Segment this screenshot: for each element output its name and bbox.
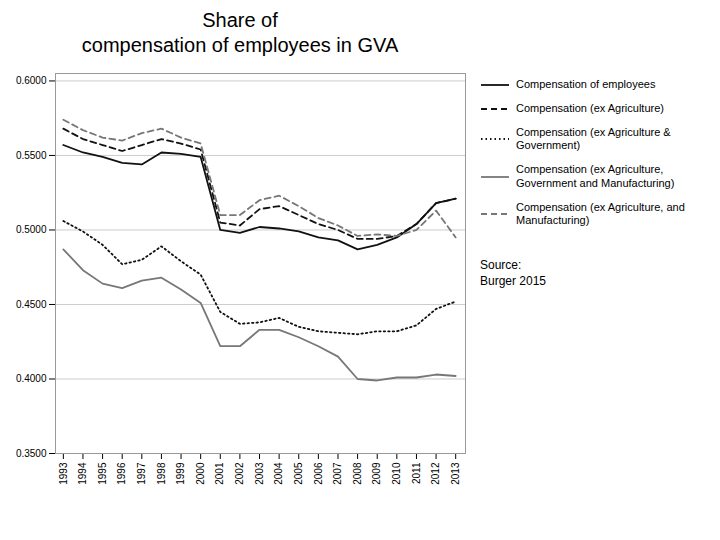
svg-text:0.5500: 0.5500 xyxy=(16,150,47,161)
svg-text:2005: 2005 xyxy=(293,462,304,485)
svg-text:2000: 2000 xyxy=(195,462,206,485)
svg-text:0.5000: 0.5000 xyxy=(16,224,47,235)
html-text:Compensation (ex Agriculture &: Compensation (ex Agriculture & Governmen… xyxy=(516,125,671,152)
svg-text:0.6000: 0.6000 xyxy=(16,75,47,86)
svg-text:1998: 1998 xyxy=(156,462,167,485)
svg-text:2002: 2002 xyxy=(234,462,245,485)
svg-text:2003: 2003 xyxy=(254,462,265,485)
svg-text:0.4500: 0.4500 xyxy=(16,299,47,310)
html-text:Source: Burger 2015: Source: Burger 2015 xyxy=(480,258,546,288)
svg-text:1996: 1996 xyxy=(116,462,127,485)
svg-text:2011: 2011 xyxy=(411,462,422,484)
svg-text:2010: 2010 xyxy=(391,462,402,485)
svg-text:2008: 2008 xyxy=(352,462,363,485)
svg-text:2012: 2012 xyxy=(430,462,441,485)
html-text:Share of compensation of emplo: Share of compensation of employees in GV… xyxy=(81,9,399,56)
svg-text:2001: 2001 xyxy=(214,462,225,485)
html-text:Compensation (ex Agriculture,: Compensation (ex Agriculture, Government… xyxy=(516,163,675,189)
html-text:Compensation (ex Agriculture,: Compensation (ex Agriculture, and Manufa… xyxy=(516,200,685,227)
svg-text:1993: 1993 xyxy=(58,462,69,485)
html-text:Compensation (ex Agriculture): Compensation (ex Agriculture) xyxy=(516,101,664,114)
svg-text:1999: 1999 xyxy=(175,462,186,485)
html-text:Compensation of employees: Compensation of employees xyxy=(516,78,656,90)
svg-text:1995: 1995 xyxy=(97,462,108,485)
svg-text:2009: 2009 xyxy=(371,462,382,485)
svg-text:1997: 1997 xyxy=(136,462,147,485)
svg-text:2006: 2006 xyxy=(313,462,324,485)
svg-text:2007: 2007 xyxy=(332,462,343,485)
svg-text:0.4000: 0.4000 xyxy=(16,373,47,384)
svg-text:0.3500: 0.3500 xyxy=(16,448,47,459)
svg-text:1994: 1994 xyxy=(77,462,88,485)
svg-text:2013: 2013 xyxy=(450,462,461,485)
svg-text:2004: 2004 xyxy=(273,462,284,485)
